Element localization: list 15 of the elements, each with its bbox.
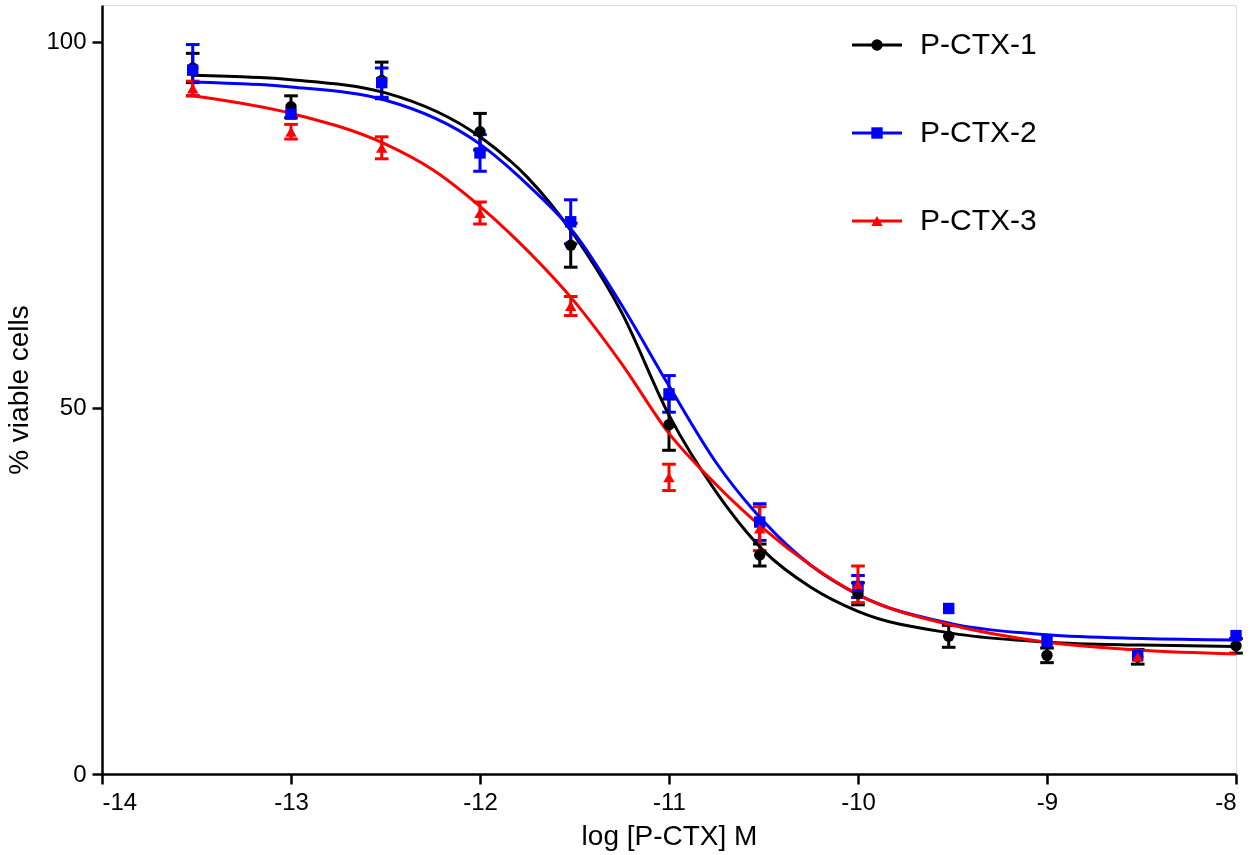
x-tick-label: -13 — [274, 787, 309, 815]
y-tick-label: 100 — [46, 27, 87, 55]
x-tick-label: -8 — [1215, 787, 1237, 815]
y-tick-label: 0 — [73, 759, 87, 787]
x-axis-title: log [P-CTX] M — [581, 819, 758, 851]
x-tick-label: -14 — [102, 787, 138, 815]
legend-label: P-CTX-1 — [920, 27, 1037, 60]
legend-label: P-CTX-3 — [920, 203, 1037, 236]
x-tick-label: -12 — [463, 787, 498, 815]
y-tick-label: 50 — [59, 393, 87, 421]
x-tick-label: -10 — [841, 787, 876, 815]
x-tick-label: -9 — [1036, 787, 1059, 815]
x-tick-label: -11 — [653, 787, 686, 815]
legend-label: P-CTX-2 — [920, 115, 1037, 148]
y-axis-title: % viable cells — [3, 305, 35, 475]
